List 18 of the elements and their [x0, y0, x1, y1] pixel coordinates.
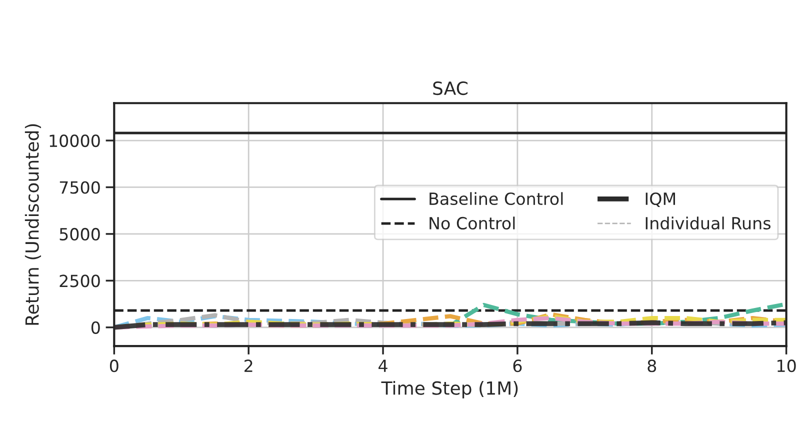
- x-tick-label: 6: [513, 360, 522, 372]
- legend-label: Baseline Control: [430, 192, 563, 206]
- x-axis-title: Time Step (1M): [381, 380, 518, 398]
- x-tick-label: 0: [110, 360, 118, 372]
- legend-label: IQM: [646, 192, 675, 207]
- y-axis-title: Return (Undiscounted): [24, 124, 42, 325]
- y-tick-label: 7500: [60, 181, 100, 194]
- x-tick-label: 8: [648, 360, 656, 372]
- legend-label: No Control: [430, 216, 515, 230]
- y-tick-label: 0: [91, 321, 100, 334]
- y-tick-label: 2500: [60, 274, 100, 288]
- x-tick-label: 4: [378, 360, 388, 372]
- x-tick-label: 10: [778, 360, 796, 372]
- legend-label: Individual Runs: [646, 216, 770, 230]
- y-tick-label: 10000: [50, 134, 100, 148]
- x-tick-label: 2: [244, 360, 252, 372]
- chart-title: SAC: [433, 81, 468, 96]
- y-tick-label: 5000: [60, 228, 100, 241]
